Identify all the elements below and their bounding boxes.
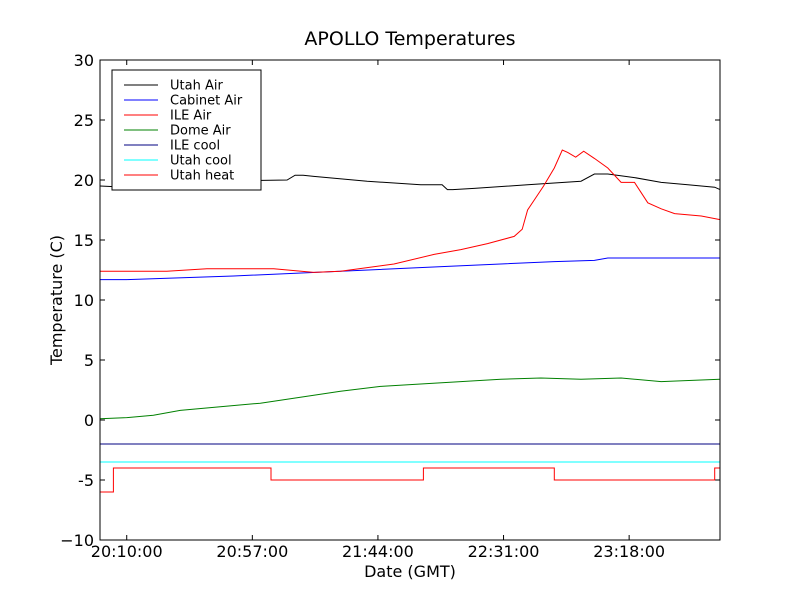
y-tick-label: 5 <box>84 351 94 370</box>
y-tick-label: 25 <box>74 111 94 130</box>
series-line-utah-air <box>99 173 721 191</box>
axis-ticks <box>100 59 720 541</box>
series-line-ile-air <box>100 149 721 273</box>
series-layer <box>99 149 721 493</box>
legend-label-cabinet-air: Cabinet Air <box>170 94 243 109</box>
x-tick-label: 21:44:00 <box>342 542 414 561</box>
y-tick-label: 0 <box>84 411 94 430</box>
y-axis-label: Temperature (C) <box>47 235 66 366</box>
legend-label-dome-air: Dome Air <box>170 124 231 139</box>
y-tick-label: 10 <box>74 291 94 310</box>
x-tick-label: 20:10:00 <box>91 542 163 561</box>
legend-label-ile-air: ILE Air <box>170 109 212 124</box>
x-tick-label: 22:31:00 <box>468 542 540 561</box>
legend-label-utah-air: Utah Air <box>170 79 223 94</box>
chart-title: APOLLO Temperatures <box>304 28 515 50</box>
legend-label-utah-heat: Utah heat <box>170 169 234 184</box>
x-tick-label: 20:57:00 <box>216 542 288 561</box>
x-tick-label: 23:18:00 <box>593 542 665 561</box>
x-tick-labels: 20:10:00 20:57:00 21:44:00 22:31:00 23:18:00 <box>91 542 665 561</box>
y-tick-label: 15 <box>74 231 94 250</box>
y-tick-labels: −10 -5 0 5 10 15 20 25 30 <box>60 51 94 550</box>
plot-frame <box>99 59 721 541</box>
y-tick-label: 30 <box>74 51 94 70</box>
legend-label-utah-cool: Utah cool <box>170 154 232 169</box>
series-line-dome-air <box>99 377 721 420</box>
series-line-cabinet-air <box>100 257 720 281</box>
series-line-utah-heat <box>100 467 720 493</box>
y-tick-label: 20 <box>74 171 94 190</box>
y-tick-label: −10 <box>60 531 94 550</box>
x-axis-label: Date (GMT) <box>364 562 456 581</box>
legend-label-ile-cool: ILE cool <box>170 139 220 154</box>
y-tick-label: -5 <box>78 471 94 490</box>
